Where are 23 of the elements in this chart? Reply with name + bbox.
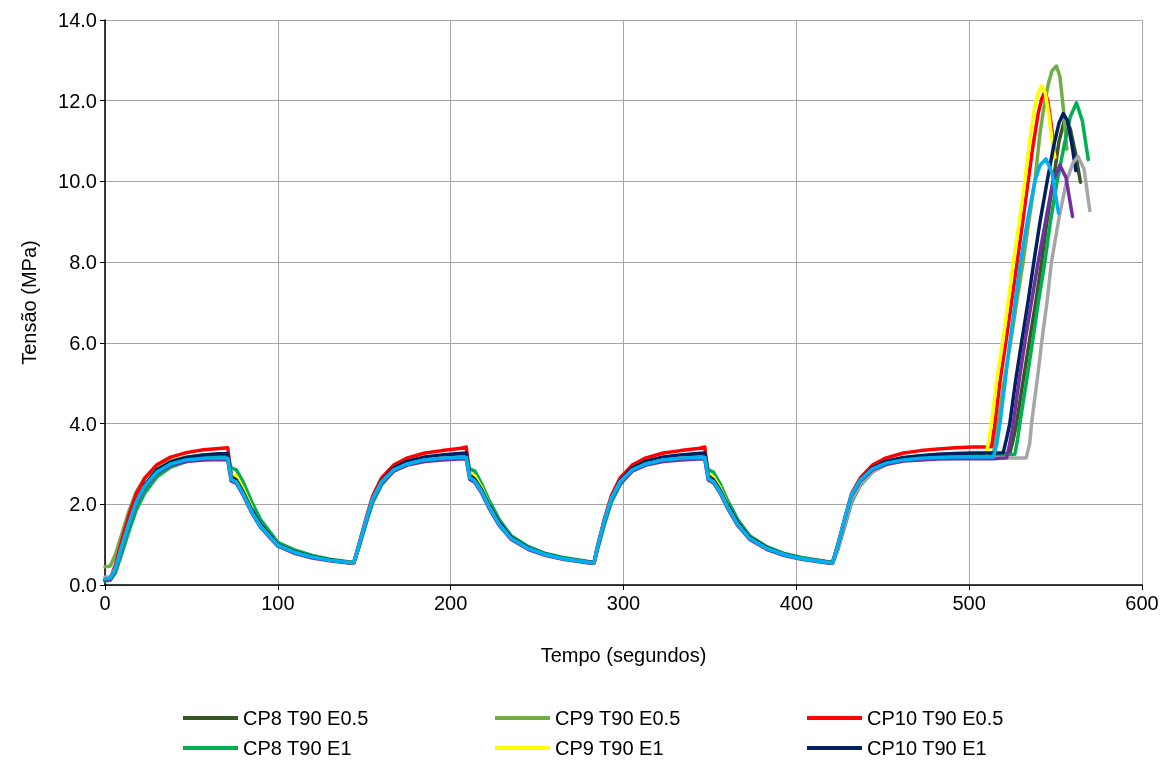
y-tick-label: 12.0 — [58, 89, 97, 112]
y-tick-label: 6.0 — [69, 331, 97, 354]
y-axis-title: Tensão (MPa) — [18, 240, 40, 365]
x-tick-label: 300 — [606, 592, 641, 614]
y-tick-label: 0.0 — [69, 574, 97, 596]
legend-label: CP9 T90 E1 — [555, 737, 664, 759]
legend-label: CP8 T90 E1 — [243, 737, 352, 759]
legend-label: CP8 T90 E0.5 — [243, 707, 369, 729]
y-tick-label: 4.0 — [69, 412, 97, 435]
x-tick-label: 0 — [99, 592, 111, 614]
y-tick-label: 8.0 — [69, 251, 97, 274]
y-tick-label: 2.0 — [69, 493, 97, 516]
x-axis-title: Tempo (segundos) — [540, 644, 707, 666]
legend-label: CP10 T90 E1 — [867, 737, 987, 759]
x-tick-label: 400 — [779, 592, 814, 614]
legend-label: CP9 T90 E0.5 — [555, 707, 681, 729]
y-tick-label: 10.0 — [58, 170, 97, 193]
y-tick-label: 14.0 — [58, 9, 97, 31]
x-tick-label: 100 — [261, 592, 295, 614]
x-tick-label: 500 — [952, 592, 986, 614]
x-tick-label: 200 — [433, 592, 468, 614]
x-tick-label: 600 — [1125, 592, 1159, 614]
legend-label: CP10 T90 E0.5 — [867, 707, 1004, 729]
